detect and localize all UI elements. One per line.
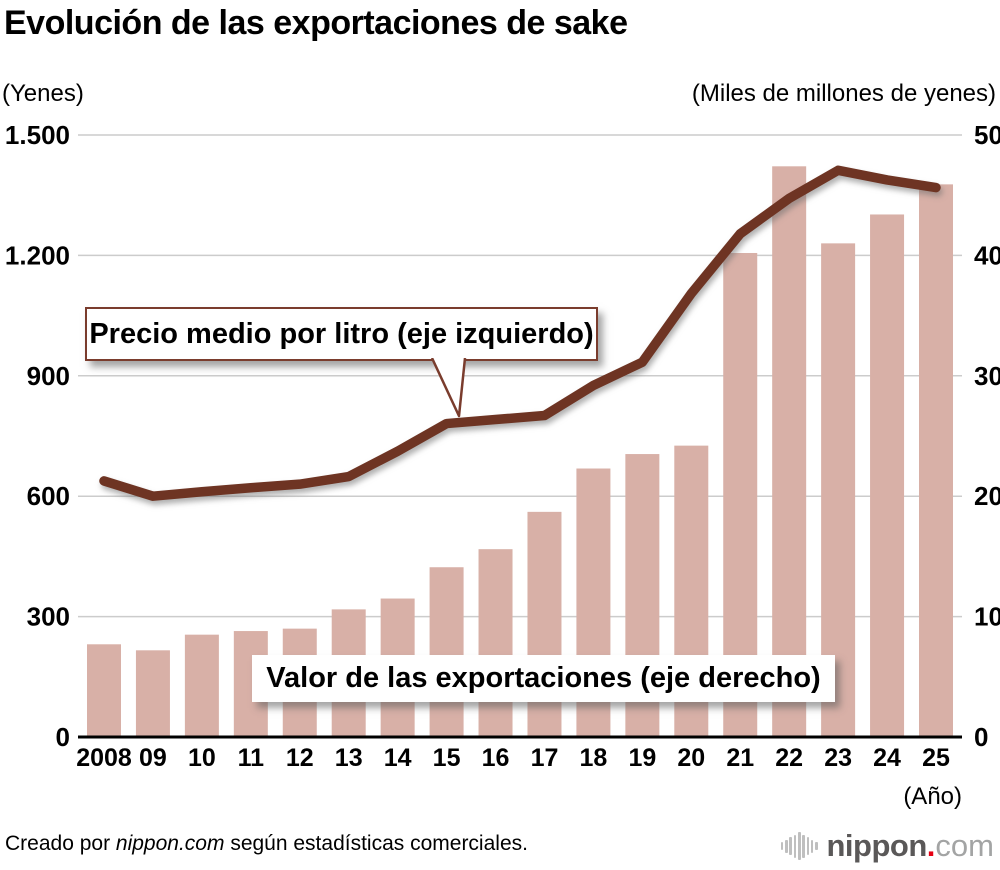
soundwave-bar [785, 839, 788, 853]
year-label-10: 10 [188, 744, 216, 772]
right-axis-tick-50: 50 [974, 120, 1000, 150]
bar-25 [919, 184, 953, 737]
soundwave-bar [806, 837, 810, 855]
left-axis-tick-0: 0 [56, 722, 70, 752]
callout-pointer-fill [432, 358, 465, 416]
nippon-logo: nippon . com [780, 828, 994, 864]
bar-2008 [87, 644, 121, 737]
year-label-24: 24 [873, 744, 901, 772]
left-axis-tick-1.500: 1.500 [5, 120, 70, 150]
price-line [99, 165, 941, 501]
year-label-11: 11 [238, 744, 265, 772]
year-label-22: 22 [775, 744, 803, 772]
soundwave-bar [798, 832, 801, 860]
bar-10 [184, 634, 219, 737]
soundwave-bar [789, 837, 792, 855]
bar-22 [772, 166, 807, 737]
left-axis-tick-1.200: 1.200 [5, 240, 70, 270]
page-title: Evolución de las exportaciones de sake [4, 4, 628, 42]
right-axis-tick-20: 20 [974, 481, 1000, 511]
logo-tld: com [935, 828, 994, 863]
soundwave-icon [780, 832, 820, 860]
bar-09 [135, 650, 170, 737]
credit-suffix: según estadísticas comerciales. [224, 832, 528, 855]
year-label-09: 09 [139, 744, 167, 772]
right-axis-tick-40: 40 [974, 240, 1000, 270]
callout-pointer [430, 358, 467, 418]
logo-red-dot: . [926, 828, 936, 863]
year-label-15: 15 [433, 744, 461, 772]
export-value-label: Valor de las exportaciones (eje derecho) [266, 662, 821, 694]
right-axis-tick-10: 10 [974, 602, 1000, 632]
year-label-13: 13 [335, 744, 363, 772]
export-value-label-box: Valor de las exportaciones (eje derecho) [252, 655, 835, 702]
bar-17 [527, 511, 562, 737]
right-axis-unit-label: (Miles de millones de yenes) [691, 80, 996, 107]
soundwave-bar [810, 839, 814, 853]
credit-prefix: Creado por [5, 832, 116, 855]
source-credit: Creado por nippon.com según estadísticas… [5, 832, 528, 856]
soundwave-bar [802, 834, 805, 858]
price-line-label: Precio medio por litro (eje izquierdo) [89, 317, 594, 350]
left-axis-tick-600: 600 [27, 481, 70, 511]
soundwave-bar [815, 842, 818, 850]
right-axis-tick-0: 0 [974, 722, 988, 752]
left-axis-tick-900: 900 [27, 361, 70, 391]
bar-23 [821, 243, 856, 738]
bar-15 [429, 567, 464, 737]
year-label-2008: 2008 [76, 744, 132, 772]
year-label-19: 19 [628, 744, 656, 772]
price-line-label-box: Precio medio por litro (eje izquierdo) [85, 307, 598, 361]
year-label-17: 17 [531, 744, 559, 772]
left-axis-unit-label: (Yenes) [2, 80, 84, 107]
right-axis-tick-30: 30 [974, 361, 1000, 391]
year-label-14: 14 [384, 744, 412, 772]
x-axis-unit-label: (Año) [903, 783, 962, 810]
year-label-18: 18 [580, 744, 608, 772]
year-label-23: 23 [824, 744, 852, 772]
logo-name: nippon [826, 828, 928, 863]
callout-pointer-outline [430, 358, 467, 418]
bar-16 [478, 549, 513, 737]
year-label-16: 16 [482, 744, 510, 772]
bar-24 [870, 214, 905, 738]
left-axis-tick-300: 300 [27, 602, 70, 632]
year-label-20: 20 [677, 744, 705, 772]
year-label-21: 21 [726, 744, 754, 772]
soundwave-bar [780, 842, 784, 850]
credit-brand: nippon.com [115, 832, 225, 855]
soundwave-bar [793, 834, 797, 858]
year-label-12: 12 [286, 744, 314, 772]
year-label-25: 25 [922, 744, 950, 772]
